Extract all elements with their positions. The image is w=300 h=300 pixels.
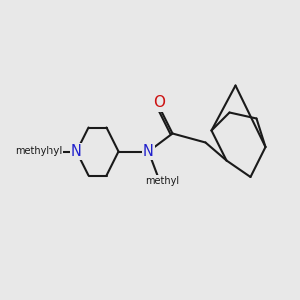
Text: N: N <box>143 144 154 159</box>
Text: methyl: methyl <box>26 146 62 157</box>
Text: N: N <box>71 144 82 159</box>
Text: methyl: methyl <box>145 176 179 186</box>
Text: N: N <box>71 144 82 159</box>
Text: O: O <box>153 95 165 110</box>
Text: N: N <box>143 144 154 159</box>
Text: methyl: methyl <box>15 146 49 157</box>
